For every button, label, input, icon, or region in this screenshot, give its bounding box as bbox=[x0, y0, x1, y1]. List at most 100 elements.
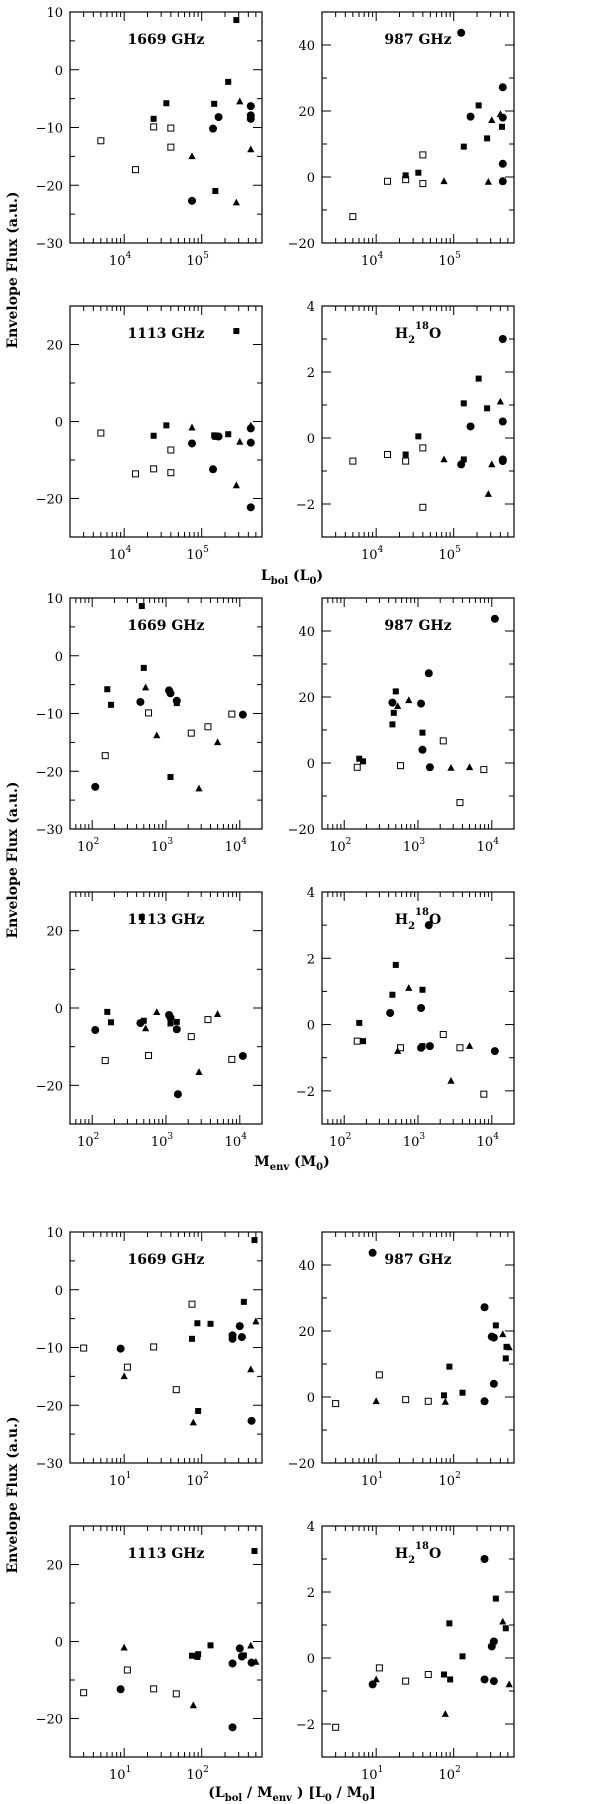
panel-LbolMenv-0-xtick-label: 101 bbox=[109, 1471, 131, 1489]
panel-Lbol-3-point-filled-triangle bbox=[496, 397, 504, 405]
panel-LbolMenv-1-ytick-label: 40 bbox=[298, 1259, 315, 1274]
panel-Menv-2-point-filled-square bbox=[140, 1017, 147, 1024]
panel-Menv-1-xtick-label: 104 bbox=[477, 837, 500, 855]
panel-Lbol-1-point-filled-triangle bbox=[440, 177, 448, 185]
panel-Menv-2-point-filled-triangle bbox=[195, 1068, 203, 1075]
panel-LbolMenv-3-point-filled-square bbox=[446, 1620, 453, 1627]
panel-Menv-3-point-filled-circle bbox=[417, 1004, 426, 1012]
panel-Lbol-3-point-filled-square bbox=[460, 456, 467, 463]
panel-Lbol-2-title: 1113 GHz bbox=[128, 326, 205, 342]
panel-Menv-1-point-filled-triangle bbox=[405, 696, 413, 704]
panel-Lbol-2-point-open-square bbox=[132, 470, 140, 478]
panel-Menv-2-point-filled-triangle bbox=[213, 1010, 222, 1017]
panel-LbolMenv-3-point-filled-circle bbox=[489, 1677, 498, 1686]
panel-Lbol-3-point-open-square bbox=[402, 457, 410, 465]
panel-LbolMenv-2-point-filled-square bbox=[195, 1651, 202, 1658]
panel-Lbol-2-point-filled-triangle bbox=[188, 423, 196, 431]
panel-Menv-3-point-filled-square bbox=[389, 991, 396, 998]
panel-LbolMenv-0-point-filled-circle bbox=[247, 1416, 256, 1425]
panel-LbolMenv-3-point-filled-square bbox=[459, 1653, 466, 1660]
panel-LbolMenv-3-point-open-square bbox=[375, 1664, 383, 1672]
panel-Menv-2-ytick-label: 0 bbox=[55, 1002, 63, 1017]
panel-Menv-1-xtick-label: 102 bbox=[329, 837, 351, 855]
panel-LbolMenv-0-point-filled-circle bbox=[228, 1334, 237, 1343]
panel-LbolMenv-2-point-filled-circle bbox=[237, 1652, 246, 1661]
panel-Lbol-0-point-filled-square bbox=[212, 188, 219, 195]
panel-LbolMenv-3-ytick-label: 4 bbox=[307, 1520, 315, 1535]
panel-Lbol-2-point-filled-square bbox=[163, 422, 170, 429]
panel-LbolMenv-1-xtick-label: 102 bbox=[439, 1471, 461, 1489]
panel-Lbol-3-point-open-square bbox=[384, 451, 392, 458]
panel-Lbol-2-point-filled-circle bbox=[188, 439, 197, 448]
panel-Lbol-1-point-open-square bbox=[419, 180, 427, 188]
panel-LbolMenv-3-point-open-square bbox=[332, 1723, 340, 1731]
panel-LbolMenv-0-ytick-label: −30 bbox=[36, 1457, 63, 1472]
panel-Menv-0-point-open-square bbox=[101, 752, 109, 760]
panel-Lbol-3-point-open-square bbox=[419, 503, 427, 511]
panel-Lbol-0-xtick-label: 105 bbox=[187, 251, 210, 269]
panel-LbolMenv-1-point-filled-square bbox=[502, 1355, 509, 1362]
panel-LbolMenv-0-point-filled-triangle bbox=[247, 1365, 255, 1373]
panel-LbolMenv-1-point-filled-triangle bbox=[499, 1330, 507, 1338]
panel-LbolMenv-3-title: H218O bbox=[395, 1541, 441, 1566]
panel-LbolMenv-2-point-filled-square bbox=[189, 1652, 196, 1659]
panel-Menv-0-point-filled-square bbox=[108, 701, 115, 708]
panel-Menv-2-point-open-square bbox=[187, 1033, 195, 1041]
panel-Menv-2-point-filled-circle bbox=[173, 1090, 182, 1099]
panel-Menv-1-point-filled-square bbox=[390, 709, 397, 716]
panel-Menv-0-xtick-label: 103 bbox=[151, 837, 174, 855]
panel-Menv-0-point-open-square bbox=[204, 723, 212, 731]
panel-Lbol-3-xtick-label: 104 bbox=[361, 545, 384, 563]
panel-Menv-3-point-open-square bbox=[353, 1037, 361, 1045]
panel-Lbol-1-point-filled-circle bbox=[498, 159, 507, 168]
panel-LbolMenv-2-point-filled-triangle bbox=[252, 1657, 260, 1665]
panel-LbolMenv-2-point-open-square bbox=[172, 1690, 180, 1698]
panel-Lbol-0-point-open-square bbox=[150, 123, 158, 131]
panel-Menv-3-ytick-label: −2 bbox=[296, 1085, 315, 1100]
panel-LbolMenv-2-ytick-label: 0 bbox=[55, 1636, 63, 1651]
panel-Lbol-3-ytick-label: 2 bbox=[307, 366, 315, 381]
panel-Lbol-2-point-filled-square bbox=[225, 431, 232, 438]
panel-Menv-2-point-filled-square bbox=[104, 1008, 111, 1015]
panel-Menv-2-xtick-label: 104 bbox=[225, 1132, 248, 1150]
panel-LbolMenv-1-frame bbox=[321, 1231, 515, 1464]
ylabel-Menv: Envelope Flux (a.u.) bbox=[5, 781, 21, 938]
panel-LbolMenv-2-xtick-label: 101 bbox=[109, 1765, 131, 1783]
panel-LbolMenv-0-point-filled-circle bbox=[116, 1344, 125, 1353]
panel-Lbol-0-point-filled-square bbox=[150, 115, 157, 122]
panel-Menv-1-point-filled-triangle bbox=[465, 763, 474, 771]
panel-Menv-1-ytick-label: −20 bbox=[288, 823, 315, 838]
panel-Lbol-2-xtick-label: 104 bbox=[109, 545, 132, 563]
panel-Menv-3-point-filled-triangle bbox=[447, 1076, 455, 1084]
panel-LbolMenv-0-xtick-label: 102 bbox=[187, 1471, 209, 1489]
panel-LbolMenv-1-point-filled-square bbox=[503, 1343, 510, 1350]
panel-LbolMenv-1-point-open-square bbox=[424, 1397, 432, 1405]
panel-Lbol-0-point-open-square bbox=[167, 124, 175, 132]
panel-Menv-2-point-filled-square bbox=[173, 1018, 180, 1025]
panel-LbolMenv-1-point-filled-circle bbox=[480, 1397, 489, 1406]
panel-LbolMenv-2-point-filled-triangle bbox=[247, 1641, 255, 1649]
panel-LbolMenv-2-title: 1113 GHz bbox=[128, 1546, 205, 1562]
panel-Lbol-2-ytick-label: 20 bbox=[46, 339, 63, 354]
panel-Menv-3-point-filled-square bbox=[360, 1038, 367, 1045]
panel-Lbol-1-ytick-label: −20 bbox=[288, 237, 315, 252]
ylabel-LbolMenv: Envelope Flux (a.u.) bbox=[5, 1416, 21, 1573]
panel-Lbol-0-point-filled-circle bbox=[209, 124, 218, 133]
panel-Menv-2-point-filled-square bbox=[167, 1020, 174, 1027]
panel-LbolMenv-1-point-open-square bbox=[332, 1400, 340, 1408]
panel-Lbol-3-point-filled-circle bbox=[466, 422, 475, 431]
panel-Menv-3-point-filled-square bbox=[356, 1019, 363, 1026]
panel-Menv-2-point-filled-circle bbox=[136, 1019, 145, 1028]
panel-LbolMenv-3-point-filled-triangle bbox=[372, 1675, 380, 1683]
panel-Lbol-2-point-filled-triangle bbox=[247, 421, 255, 429]
panel-Menv-3-point-filled-triangle bbox=[405, 984, 413, 991]
panel-Lbol-3-point-filled-circle bbox=[498, 457, 507, 466]
panel-Menv-0-ytick-label: 10 bbox=[46, 592, 63, 607]
panel-Lbol-0-ytick-label: −30 bbox=[36, 237, 63, 252]
panel-Lbol-1-ytick-label: 20 bbox=[298, 105, 315, 120]
panel-LbolMenv-0-point-open-square bbox=[188, 1300, 196, 1308]
panel-Lbol-1-point-filled-square bbox=[475, 102, 482, 109]
panel-LbolMenv-2-point-open-square bbox=[80, 1689, 88, 1697]
panel-LbolMenv-1-ytick-label: 20 bbox=[298, 1325, 315, 1340]
